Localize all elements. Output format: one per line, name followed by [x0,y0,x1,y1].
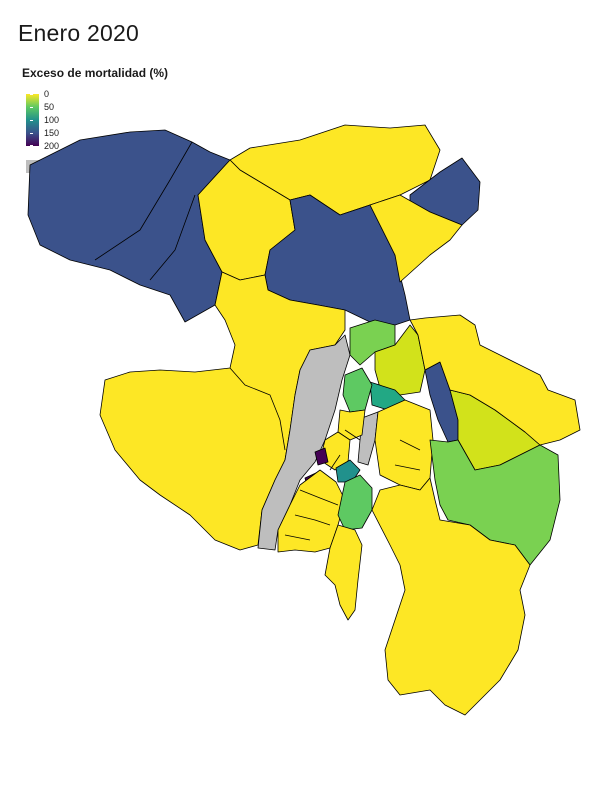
legend-tick-100: 100 [44,115,60,125]
region-east-upper[interactable] [369,194,463,283]
legend-tick-200: 200 [44,141,60,151]
region-east-north[interactable] [409,314,581,446]
legend-colorbar [26,94,39,146]
region-corridor-green[interactable] [342,367,373,413]
region-green-south[interactable] [337,474,373,531]
region-nw-boundary-2 [149,194,196,281]
region-east-corridor[interactable] [374,399,434,491]
region-nw-boundary [94,141,193,261]
corridor-lines [284,429,421,541]
region-southwest-thin[interactable] [324,524,363,621]
legend-tick-50: 50 [44,102,55,112]
legend-tick-0: 0 [44,89,50,99]
region-south[interactable] [371,477,531,716]
map-title: Enero 2020 [18,20,139,46]
region-purple-1[interactable] [314,447,329,466]
legend-title: Exceso de mortalidad (%) [22,66,169,80]
region-nw[interactable] [27,129,231,323]
region-corridor-teal-2[interactable] [335,459,361,483]
legend-tick-150: 150 [44,128,60,138]
region-yellowgreen-center[interactable] [374,324,426,396]
region-west-boundary [229,367,286,451]
region-east-green[interactable] [429,439,561,566]
